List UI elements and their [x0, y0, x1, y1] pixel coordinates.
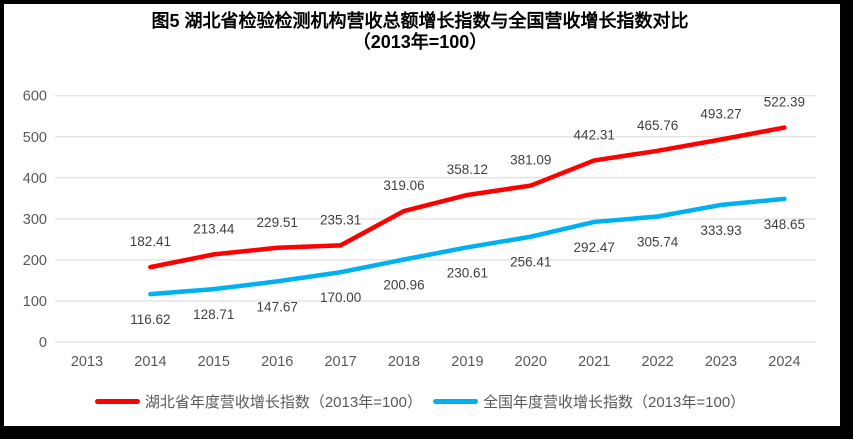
- x-axis-tick-label: 2013: [71, 354, 103, 370]
- x-axis-tick-label: 2022: [641, 354, 673, 370]
- x-axis-tick-label: 2015: [198, 354, 230, 370]
- data-label: 182.41: [130, 234, 171, 249]
- legend-swatch-national-line: [433, 398, 478, 404]
- legend-item-hubei: 湖北省年度营收增长指数（2013年=100）: [94, 391, 422, 412]
- y-axis-tick-label: 300: [23, 212, 47, 228]
- data-label: 256.41: [510, 255, 551, 270]
- legend-label-national: 全国年度营收增长指数（2013年=100）: [483, 393, 746, 411]
- frame-border-bottom: [0, 426, 853, 439]
- x-axis-tick-label: 2020: [515, 354, 547, 370]
- y-axis-tick-label: 100: [23, 294, 47, 310]
- series-line-1: [148, 196, 787, 297]
- chart-title-line1: 图5 湖北省检验检测机构营收总额增长指数与全国营收增长指数对比: [151, 11, 689, 31]
- data-label: 305.74: [637, 234, 679, 249]
- data-label: 213.44: [193, 221, 235, 236]
- x-axis-tick-label: 2021: [578, 354, 610, 370]
- chart-title-line2: （2013年=100）: [352, 32, 488, 52]
- data-label: 442.31: [574, 127, 615, 142]
- x-axis-tick-label: 2014: [134, 354, 166, 370]
- data-label: 292.47: [574, 240, 615, 255]
- data-label: 170.00: [320, 290, 361, 305]
- data-label: 229.51: [257, 215, 298, 230]
- data-label: 348.65: [764, 217, 805, 232]
- legend-item-national: 全国年度营收增长指数（2013年=100）: [433, 391, 745, 412]
- data-label: 147.67: [257, 299, 298, 314]
- legend-label-hubei: 湖北省年度营收增长指数（2013年=100）: [144, 393, 422, 411]
- data-label: 235.31: [320, 212, 361, 227]
- chart-title: 图5 湖北省检验检测机构营收总额增长指数与全国营收增长指数对比 （2013年=1…: [0, 11, 840, 53]
- data-label: 493.27: [700, 107, 741, 122]
- data-label: 200.96: [383, 278, 424, 293]
- x-axis-tick-label: 2016: [261, 354, 293, 370]
- data-label: 465.76: [637, 118, 678, 133]
- y-axis-tick-label: 600: [23, 89, 47, 105]
- data-label: 358.12: [447, 162, 488, 177]
- x-axis-tick-label: 2018: [388, 354, 420, 370]
- x-axis-tick-label: 2019: [451, 354, 483, 370]
- frame-border-top: [0, 0, 853, 4]
- x-axis-tick-label: 2017: [324, 354, 356, 370]
- legend-swatch-hubei-line: [94, 398, 140, 404]
- data-label: 128.71: [193, 307, 234, 322]
- data-label: 230.61: [447, 265, 488, 280]
- frame-border-left: [0, 0, 4, 439]
- data-label: 381.09: [510, 153, 551, 168]
- y-axis-tick-label: 400: [23, 171, 47, 187]
- series-line-0: [148, 125, 787, 270]
- x-axis-tick-label: 2023: [705, 354, 737, 370]
- legend: 湖北省年度营收增长指数（2013年=100） 全国年度营收增长指数（2013年=…: [0, 391, 840, 411]
- data-label: 116.62: [130, 312, 170, 327]
- y-axis-tick-label: 200: [23, 253, 47, 269]
- y-axis-tick-label: 0: [39, 335, 47, 351]
- data-label: 333.93: [700, 223, 741, 238]
- x-axis-tick-label: 2024: [768, 354, 800, 370]
- y-axis-tick-label: 500: [23, 130, 47, 146]
- frame-border-right: [840, 0, 853, 439]
- data-label: 319.06: [383, 178, 424, 193]
- data-label: 522.39: [764, 95, 805, 110]
